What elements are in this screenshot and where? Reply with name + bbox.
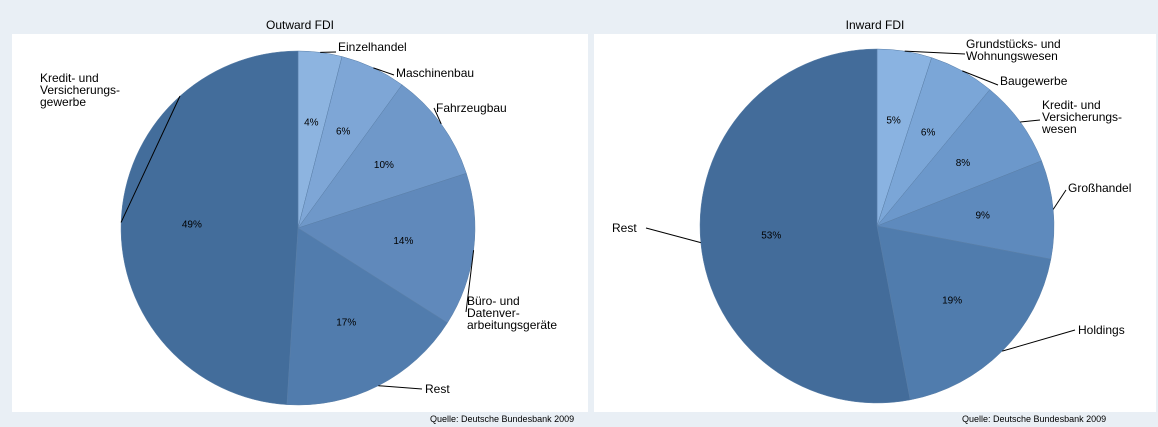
leader-line (378, 385, 423, 390)
slice-label: Rest (425, 382, 450, 396)
pie-slice (297, 84, 467, 229)
leader-line (1020, 119, 1041, 123)
value-label: 19% (942, 296, 962, 307)
chart-title: Inward FDI (845, 18, 905, 32)
value-label: 5% (886, 116, 901, 127)
slice-label: Fahrzeugbau (436, 101, 507, 115)
value-label: 4% (304, 117, 319, 128)
slice-label: Einzelhandel (338, 40, 407, 54)
leader-line (1052, 189, 1067, 210)
value-label: 53% (761, 231, 781, 242)
pie-slice (876, 89, 1042, 227)
value-label: 14% (393, 236, 413, 247)
slice-label: Kredit- und Versicherungs- gewerbe (40, 71, 121, 109)
leader-line (120, 95, 181, 223)
slice-label: Holdings (1078, 323, 1125, 337)
value-label: 17% (336, 317, 356, 328)
value-label: 8% (956, 158, 971, 169)
value-label: 6% (336, 127, 351, 138)
slice-label: Baugewerbe (1000, 74, 1068, 88)
value-label: 49% (182, 219, 202, 230)
slice-label: Grundstücks- und Wohnungswesen (966, 37, 1061, 63)
pie-slice (297, 172, 476, 324)
pie-slice (699, 48, 911, 404)
pie-slice (876, 160, 1055, 260)
slice-label: Maschinenbau (396, 66, 475, 80)
slice-label: Büro- und Datenver- arbeitungsgeräte (467, 294, 558, 332)
leader-line (465, 250, 475, 313)
leader-line (962, 70, 999, 86)
source: Quelle: Deutsche Bundesbank 2009 (962, 414, 1107, 424)
leader-line (1002, 329, 1076, 352)
leader-line (373, 67, 395, 76)
slice-label: Rest (612, 221, 637, 235)
value-label: 6% (921, 128, 936, 139)
pie-slice (876, 225, 1052, 401)
slice-label: Großhandel (1068, 181, 1132, 195)
value-label: 9% (976, 211, 991, 222)
slice-label: Kredit- und Versicherungs- wesen (1042, 98, 1123, 136)
chart-title: Outward FDI (265, 18, 334, 32)
source: Quelle: Deutsche Bundesbank 2009 (430, 414, 575, 424)
leader-line (433, 107, 442, 125)
leader-line (904, 50, 966, 55)
pie-slice (120, 50, 299, 405)
leader-line (645, 227, 701, 244)
value-label: 10% (374, 160, 394, 171)
